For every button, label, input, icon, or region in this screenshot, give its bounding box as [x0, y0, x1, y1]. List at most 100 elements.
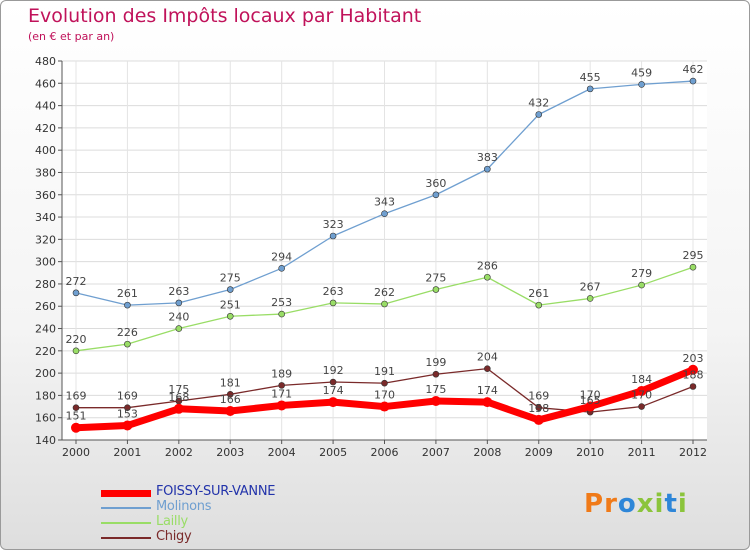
legend-label: Molinons	[156, 499, 212, 514]
data-point	[124, 340, 131, 348]
data-label: 204	[477, 351, 498, 364]
data-label: 153	[117, 408, 138, 421]
x-tick-label: 2011	[628, 446, 656, 459]
y-tick-label: 380	[35, 166, 56, 179]
logo-letter: P	[584, 489, 605, 519]
data-point	[688, 364, 698, 375]
data-label: 169	[66, 390, 87, 403]
data-label: 170	[631, 389, 652, 402]
data-label: 383	[477, 151, 498, 164]
data-point	[72, 404, 80, 411]
data-point	[124, 404, 131, 411]
data-label: 251	[220, 298, 241, 311]
data-label: 203	[683, 352, 704, 365]
x-tick-label: 2002	[165, 446, 193, 459]
data-labels: 272 261 263 275 294 323 343 360 383 432 455 459 462 2…	[66, 63, 704, 423]
data-label: 455	[580, 71, 601, 84]
data-label: 263	[168, 285, 189, 298]
data-point	[638, 281, 645, 289]
y-tick-label: 480	[35, 55, 56, 68]
data-point	[689, 383, 697, 390]
data-label: 169	[117, 390, 138, 403]
data-point	[381, 210, 388, 218]
data-label: 226	[117, 326, 138, 339]
data-label: 171	[271, 387, 292, 400]
data-point	[535, 301, 543, 309]
data-point	[226, 286, 234, 293]
data-label: 459	[631, 66, 652, 79]
data-point	[329, 299, 337, 307]
data-label: 199	[425, 356, 446, 369]
data-label: 181	[220, 376, 241, 389]
data-point	[72, 289, 80, 297]
data-point	[430, 395, 441, 406]
chart-title: Evolution des Impôts locaux par Habitant	[28, 5, 422, 27]
data-label: 192	[323, 364, 344, 377]
legend-label: Chigy	[156, 529, 192, 544]
data-point	[329, 378, 337, 386]
gridlines	[62, 60, 707, 441]
x-tick-label: 2010	[576, 446, 604, 459]
data-point	[381, 379, 388, 387]
legend-swatch	[101, 537, 151, 539]
y-tick-label: 340	[35, 211, 56, 224]
data-point	[535, 404, 543, 411]
data-point	[636, 385, 647, 396]
data-point	[278, 382, 285, 389]
data-label: 175	[425, 383, 446, 396]
data-point	[689, 263, 697, 271]
data-point	[72, 347, 80, 355]
data-point	[278, 265, 285, 272]
data-point	[226, 390, 234, 398]
data-point	[381, 300, 388, 308]
data-point	[379, 401, 390, 412]
data-point	[432, 191, 440, 199]
data-point	[638, 81, 645, 88]
data-point	[173, 403, 184, 414]
x-tick-label: 2004	[268, 446, 296, 459]
x-tick-label: 2001	[113, 446, 141, 459]
data-point	[638, 403, 645, 410]
x-tick-label: 2008	[473, 446, 501, 459]
legend-label: Lailly	[156, 514, 188, 529]
data-point	[482, 397, 493, 408]
y-tick-label: 440	[35, 100, 56, 113]
data-label: 262	[374, 286, 395, 299]
data-point	[124, 301, 131, 309]
data-point	[586, 295, 594, 302]
data-label: 170	[580, 389, 601, 402]
data-label: 275	[425, 272, 446, 285]
logo-letter: x	[636, 489, 655, 519]
series-points	[71, 77, 698, 433]
data-label: 220	[66, 333, 87, 346]
data-point	[175, 325, 183, 332]
data-point	[586, 85, 594, 93]
data-point	[225, 406, 236, 417]
axes: 140 160 180 200 220 240 260 280 300 320 340 360 380 4…	[35, 55, 707, 459]
y-tick-label: 280	[35, 278, 56, 291]
data-point	[432, 370, 440, 378]
data-label: 279	[631, 267, 652, 280]
data-point	[432, 286, 440, 293]
x-tick-label: 2003	[216, 446, 244, 459]
data-point	[175, 299, 183, 307]
logo-letter: i	[677, 489, 688, 519]
y-tick-label: 300	[35, 256, 56, 269]
y-tick-label: 460	[35, 77, 56, 90]
y-tick-label: 420	[35, 122, 56, 135]
data-point	[122, 420, 133, 431]
data-point	[484, 165, 491, 173]
data-label: 158	[528, 402, 549, 415]
data-label: 294	[271, 250, 292, 263]
data-label: 323	[323, 218, 344, 231]
data-point	[226, 312, 234, 320]
legend-swatch	[101, 522, 151, 524]
data-label: 168	[168, 391, 189, 404]
data-label: 184	[631, 373, 652, 386]
data-label: 275	[220, 272, 241, 285]
data-point	[278, 310, 285, 318]
data-point	[484, 365, 491, 372]
legend-label: FOISSY-SUR-VANNE	[156, 484, 276, 499]
y-tick-label: 240	[35, 323, 56, 336]
